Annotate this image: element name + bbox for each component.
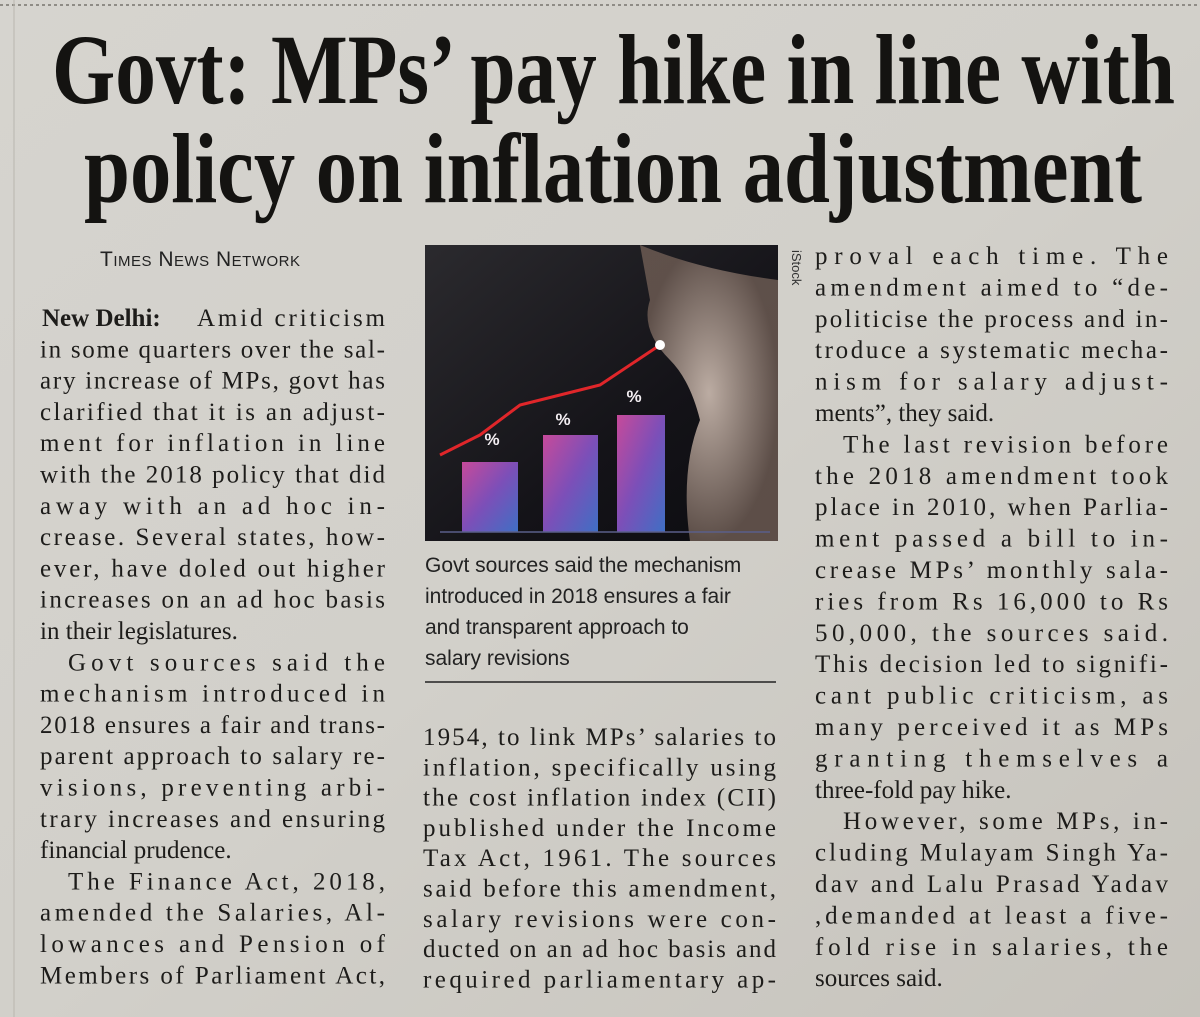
body-line: Amid criticism [197, 305, 386, 332]
body-line: ments”, they said. [815, 400, 994, 427]
body-line: proval each time. The [815, 243, 1168, 270]
body-line: in their legislatures. [40, 618, 238, 645]
body-line: fold rise in salaries, the [815, 934, 1168, 961]
body-line: visions, preventing arbi- [40, 775, 385, 802]
photo-credit: iStock [789, 250, 804, 286]
body-line: required parliamentary ap- [423, 966, 776, 993]
body-line: parent approach to salary re- [40, 743, 385, 770]
body-line: crease MPs’ monthly sala- [815, 557, 1168, 584]
caption-line: salary revisions [425, 647, 570, 670]
body-line: cluding Mulayam Singh Ya- [815, 840, 1168, 867]
body-line: ever, have doled out higher [40, 555, 386, 582]
body-line: nism for salary adjust- [815, 369, 1168, 396]
photo-hand [640, 245, 778, 541]
photo-bar [462, 462, 518, 532]
caption-line: and transparent approach to [425, 616, 689, 639]
photo-label: % [555, 410, 570, 429]
photo-label: % [484, 430, 499, 449]
body-line: 1954, to link MPs’ salaries to [423, 724, 776, 751]
photo-bar [543, 435, 598, 532]
byline: Times News Network [100, 248, 301, 271]
body-line: 2018 ensures a fair and trans- [40, 712, 385, 739]
photo-spark [655, 340, 665, 350]
headline-line: policy on inflation adjustment [84, 113, 1142, 224]
body-line: salary revisions were con- [423, 906, 776, 933]
body-line: cant public criticism, as [815, 683, 1168, 710]
body-line: ment passed a bill to in- [815, 526, 1168, 553]
photo-trend-line [439, 343, 661, 457]
body-line: troduce a systematic mecha- [815, 337, 1168, 364]
body-line: place in 2010, when Parlia- [815, 494, 1168, 521]
body-line: financial prudence. [40, 837, 232, 864]
body-line: ries from Rs 16,000 to Rs [815, 588, 1168, 615]
body-line: three-fold pay hike. [815, 777, 1011, 804]
photo [425, 245, 778, 541]
photo-bar [617, 415, 665, 532]
body-line: ducted on an ad hoc basis and [423, 936, 777, 963]
caption-line: introduced in 2018 ensures a fair [425, 585, 731, 608]
body-line: clarified that it is an adjust- [40, 399, 385, 426]
body-line: crease. Several states, how- [40, 524, 385, 551]
body-line: with the 2018 policy that did [40, 462, 385, 489]
headline-line: Govt: MPs’ pay hike in line with [52, 14, 1175, 125]
body-line: the 2018 amendment took [815, 463, 1169, 490]
photo-label: % [626, 387, 641, 406]
body-line: politicise the process and in- [815, 306, 1168, 333]
body-line: sources said. [815, 965, 943, 992]
body-line: Tax Act, 1961. The sources [423, 845, 776, 872]
dateline: New Delhi: [42, 305, 161, 332]
caption-line: Govt sources said the mechanism [425, 554, 741, 577]
body-line: increases on an ad hoc basis [40, 587, 385, 614]
body-line: trary increases and ensuring [40, 806, 386, 833]
body-line: The Finance Act, 2018, [68, 868, 385, 895]
body-line: said before this amendment, [423, 876, 776, 903]
body-line: the cost inflation index (CII) [423, 785, 776, 812]
body-line: published under the Income [423, 815, 776, 842]
body-line: Members of Parliament Act, [40, 962, 385, 989]
body-line: many perceived it as MPs [815, 714, 1168, 741]
body-line: in some quarters over the sal- [40, 336, 385, 363]
body-line: lowances and Pension of [40, 931, 386, 958]
body-line: amended the Salaries, Al- [40, 900, 385, 927]
body-line: ment for inflation in line [40, 430, 385, 457]
body-line: mechanism introduced in [40, 681, 385, 708]
